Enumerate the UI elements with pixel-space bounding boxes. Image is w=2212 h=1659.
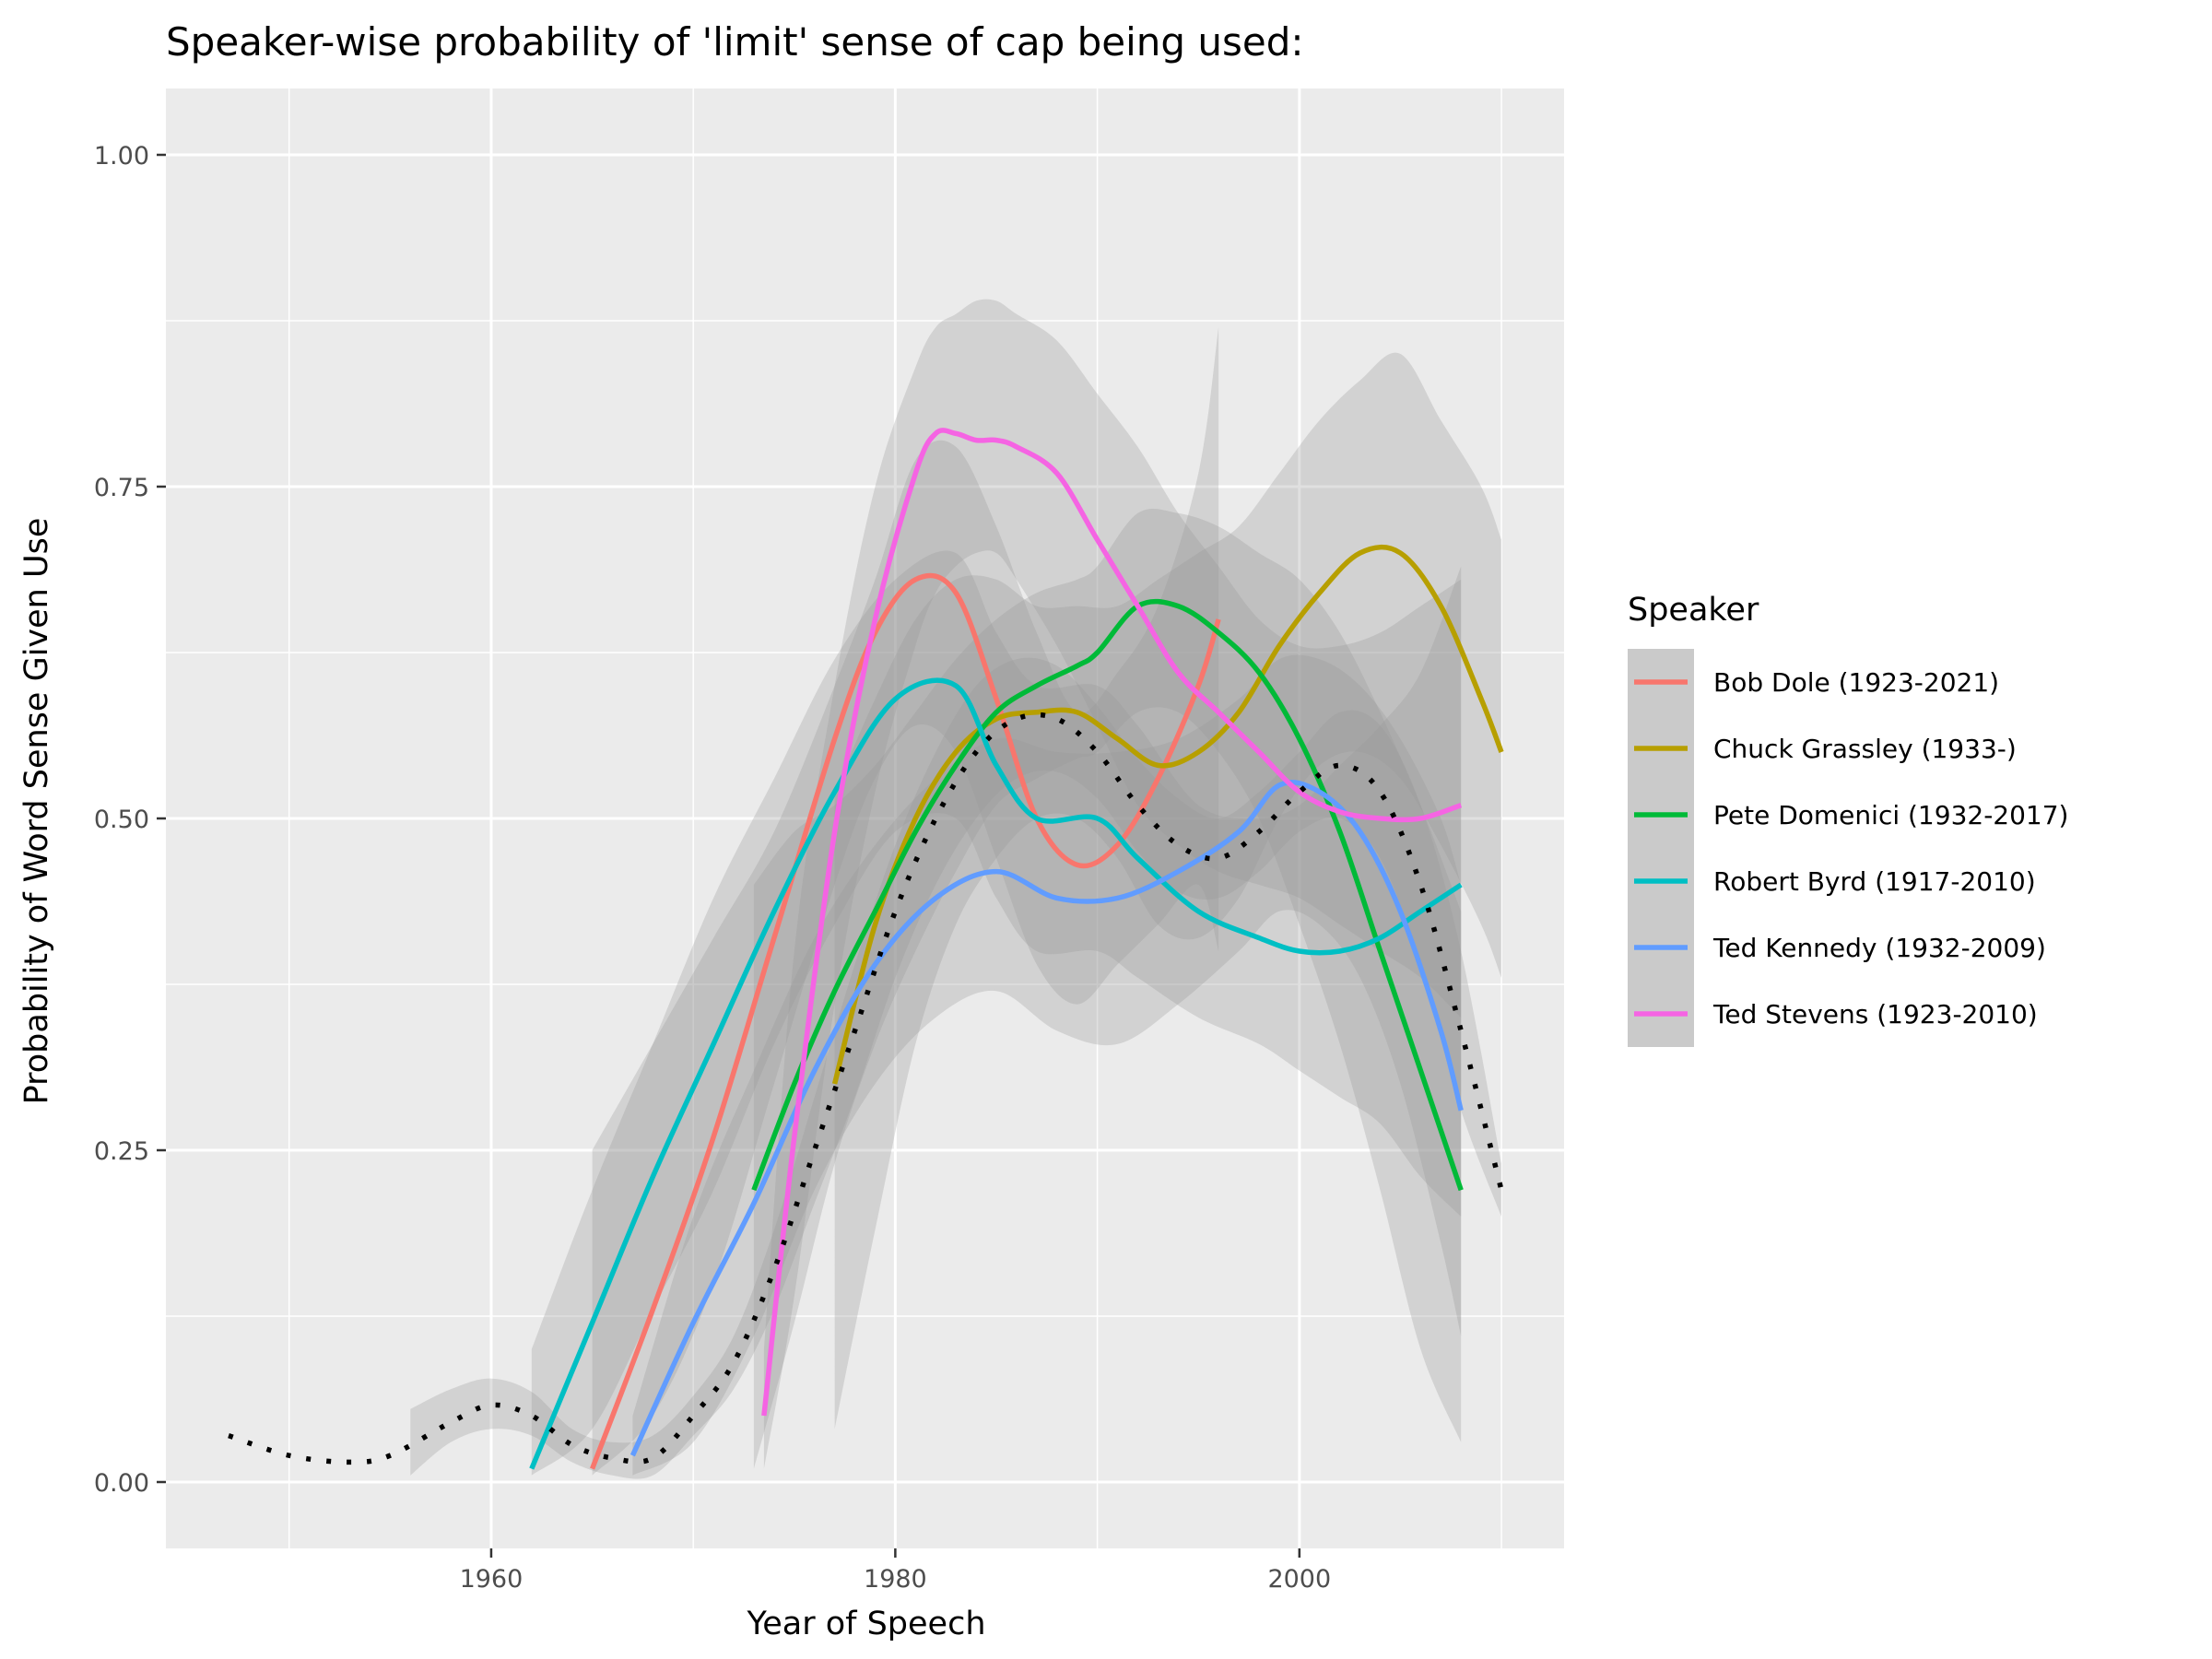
series-line-4 (629, 780, 1464, 1457)
legend-title: Speaker (1628, 592, 1759, 629)
overall-confidence-band (410, 657, 1501, 1479)
series-line-1 (831, 544, 1504, 1085)
series-line-5 (761, 428, 1463, 1417)
legend: Speaker Bob Dole (1923-2021) Chuck Grassl… (1628, 592, 2068, 1047)
y-axis-title: Probability of Word Sense Given Use (18, 518, 55, 1105)
y-tick-label: 0.75 (94, 474, 149, 502)
series-line-2 (751, 598, 1464, 1192)
series-line-0 (590, 572, 1221, 1470)
confidence-ribbons (410, 299, 1501, 1479)
x-tick-label: 1960 (460, 1565, 524, 1594)
axis-ticks: 1960 1980 2000 0.00 0.25 0.50 0.75 1.00 (94, 142, 1331, 1594)
series-line-3 (529, 677, 1463, 1470)
y-tick-label: 1.00 (94, 142, 149, 171)
x-tick-label: 2000 (1267, 1565, 1331, 1594)
chart-title: Speaker-wise probability of 'limit' sens… (166, 19, 1304, 65)
confidence-band-5 (763, 299, 1462, 1469)
legend-label: Pete Domenici (1932-2017) (1713, 800, 2068, 830)
x-tick-label: 1980 (864, 1565, 927, 1594)
x-axis-title: Year of Speech (746, 1606, 985, 1642)
plot-panel (166, 88, 1564, 1548)
y-tick-label: 0.00 (94, 1469, 149, 1498)
legend-label: Ted Kennedy (1932-2009) (1712, 933, 2046, 963)
legend-label: Bob Dole (1923-2021) (1713, 667, 1999, 698)
legend-label: Ted Stevens (1923-2010) (1712, 999, 2038, 1030)
y-tick-label: 0.50 (94, 806, 149, 834)
confidence-band-1 (834, 352, 1501, 1430)
confidence-band-3 (531, 550, 1462, 1476)
series-lines (228, 428, 1504, 1470)
confidence-band-4 (632, 654, 1462, 1476)
y-tick-label: 0.25 (94, 1137, 149, 1166)
confidence-band-2 (753, 508, 1462, 1469)
legend-label: Chuck Grassley (1933-) (1713, 734, 2017, 764)
legend-label: Robert Byrd (1917-2010) (1713, 866, 2036, 897)
